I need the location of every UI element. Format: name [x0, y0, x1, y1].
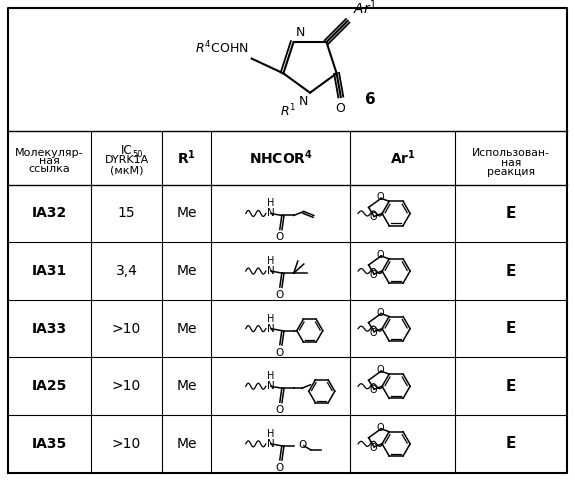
- Text: O: O: [275, 348, 284, 358]
- Text: DYRK1A: DYRK1A: [105, 155, 148, 165]
- Text: O: O: [299, 440, 307, 450]
- Text: >10: >10: [112, 322, 141, 336]
- Text: $Ar^1$: $Ar^1$: [352, 0, 377, 17]
- Text: IA32: IA32: [32, 206, 67, 220]
- Text: N: N: [267, 266, 274, 276]
- Text: H: H: [267, 429, 274, 439]
- Text: $\mathbf{Ar^1}$: $\mathbf{Ar^1}$: [390, 148, 416, 168]
- Text: O: O: [369, 270, 377, 280]
- Text: O: O: [335, 102, 345, 115]
- Text: $\mathbf{NHCOR^4}$: $\mathbf{NHCOR^4}$: [249, 148, 313, 168]
- Text: >10: >10: [112, 379, 141, 393]
- Text: O: O: [369, 443, 377, 453]
- Text: 50: 50: [132, 150, 143, 158]
- Text: 15: 15: [118, 206, 135, 220]
- Text: ссылка: ссылка: [29, 164, 70, 174]
- Text: O: O: [275, 232, 284, 242]
- Text: $R^4$COHN: $R^4$COHN: [195, 40, 248, 56]
- Text: H: H: [267, 256, 274, 266]
- Text: N: N: [267, 324, 274, 334]
- Text: O: O: [369, 212, 377, 222]
- Text: N: N: [296, 26, 305, 39]
- Text: O: O: [376, 422, 384, 432]
- Text: O: O: [275, 463, 284, 473]
- Text: E: E: [506, 378, 516, 394]
- Text: Молекуляр-: Молекуляр-: [15, 148, 84, 158]
- Text: N: N: [267, 208, 274, 218]
- Text: E: E: [506, 264, 516, 278]
- Text: Me: Me: [177, 264, 197, 278]
- Text: O: O: [275, 405, 284, 415]
- Text: Me: Me: [177, 379, 197, 393]
- Text: O: O: [275, 290, 284, 300]
- Text: IA25: IA25: [32, 379, 67, 393]
- Text: E: E: [506, 436, 516, 452]
- Text: O: O: [376, 365, 384, 375]
- Text: ная: ная: [39, 156, 60, 166]
- Text: O: O: [369, 328, 377, 338]
- Text: O: O: [376, 250, 384, 260]
- Text: 6: 6: [365, 92, 375, 107]
- Text: (мкМ): (мкМ): [110, 165, 143, 175]
- Text: ная: ная: [501, 158, 522, 168]
- Text: IA33: IA33: [32, 322, 67, 336]
- Text: O: O: [376, 192, 384, 202]
- Text: O: O: [369, 385, 377, 395]
- Text: H: H: [267, 198, 274, 208]
- Text: O: O: [376, 308, 384, 318]
- Text: $\mathbf{R^1}$: $\mathbf{R^1}$: [178, 148, 196, 168]
- Text: >10: >10: [112, 437, 141, 451]
- Text: $R^1$: $R^1$: [279, 102, 296, 120]
- Text: IA35: IA35: [32, 437, 67, 451]
- Text: E: E: [506, 321, 516, 336]
- Text: 3,4: 3,4: [116, 264, 137, 278]
- Text: N: N: [267, 439, 274, 449]
- Text: IC: IC: [121, 144, 132, 156]
- Text: N: N: [267, 381, 274, 391]
- Text: IA31: IA31: [32, 264, 67, 278]
- Text: N: N: [298, 94, 308, 108]
- Text: H: H: [267, 371, 274, 381]
- Text: Использован-: Использован-: [472, 148, 550, 158]
- Text: H: H: [267, 314, 274, 324]
- Text: реакция: реакция: [487, 167, 535, 177]
- Text: E: E: [506, 206, 516, 221]
- Text: Me: Me: [177, 206, 197, 220]
- Text: Me: Me: [177, 322, 197, 336]
- Text: Me: Me: [177, 437, 197, 451]
